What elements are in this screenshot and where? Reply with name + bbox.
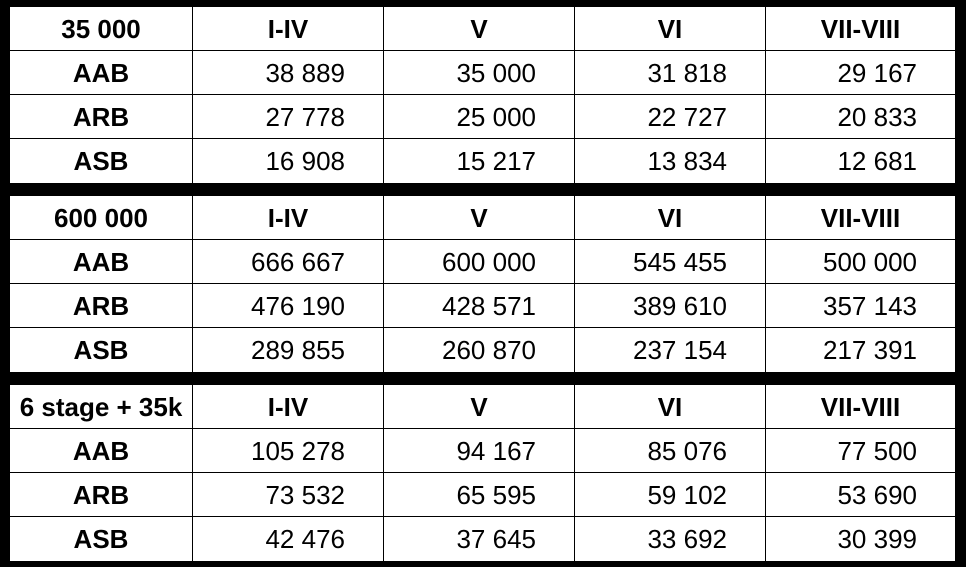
table-cell: 20 833: [766, 95, 955, 139]
column-header: I-IV: [193, 385, 384, 429]
corner-label: 600 000: [10, 196, 193, 240]
row-label: ARB: [10, 95, 193, 139]
table-cell: 105 278: [193, 429, 384, 473]
corner-label: 6 stage + 35k: [10, 385, 193, 429]
table-cell: 38 889: [193, 51, 384, 95]
corner-label: 35 000: [10, 7, 193, 51]
table-cell: 85 076: [575, 429, 766, 473]
table-600000: 600 000 I-IV V VI VII-VIII AAB 666 667 600 000 5…: [10, 196, 955, 372]
row-label: ASB: [10, 328, 193, 372]
column-header: I-IV: [193, 7, 384, 51]
column-header: VII-VIII: [766, 196, 955, 240]
row-label: ARB: [10, 284, 193, 328]
table-cell: 31 818: [575, 51, 766, 95]
column-header: V: [384, 385, 575, 429]
row-label: ASB: [10, 139, 193, 183]
column-header: I-IV: [193, 196, 384, 240]
table-cell: 428 571: [384, 284, 575, 328]
column-header: V: [384, 7, 575, 51]
table-cell: 600 000: [384, 240, 575, 284]
table-cell: 289 855: [193, 328, 384, 372]
column-header: VI: [575, 385, 766, 429]
column-header: VII-VIII: [766, 7, 955, 51]
row-label: ARB: [10, 473, 193, 517]
table-cell: 260 870: [384, 328, 575, 372]
table-cell: 237 154: [575, 328, 766, 372]
table-cell: 22 727: [575, 95, 766, 139]
table-cell: 30 399: [766, 517, 955, 561]
column-header: VI: [575, 196, 766, 240]
table-cell: 500 000: [766, 240, 955, 284]
table-cell: 217 391: [766, 328, 955, 372]
table-cell: 13 834: [575, 139, 766, 183]
table-cell: 94 167: [384, 429, 575, 473]
table-cell: 37 645: [384, 517, 575, 561]
table-cell: 476 190: [193, 284, 384, 328]
table-cell: 77 500: [766, 429, 955, 473]
table-cell: 15 217: [384, 139, 575, 183]
column-header: VII-VIII: [766, 385, 955, 429]
table-cell: 33 692: [575, 517, 766, 561]
table-cell: 73 532: [193, 473, 384, 517]
table-cell: 27 778: [193, 95, 384, 139]
row-label: AAB: [10, 240, 193, 284]
table-cell: 666 667: [193, 240, 384, 284]
table-cell: 545 455: [575, 240, 766, 284]
table-cell: 16 908: [193, 139, 384, 183]
row-label: AAB: [10, 51, 193, 95]
row-label: ASB: [10, 517, 193, 561]
table-cell: 35 000: [384, 51, 575, 95]
table-cell: 357 143: [766, 284, 955, 328]
table-cell: 53 690: [766, 473, 955, 517]
table-35000: 35 000 I-IV V VI VII-VIII AAB 38 889 35 000 31 8…: [10, 7, 955, 183]
column-header: V: [384, 196, 575, 240]
table-cell: 59 102: [575, 473, 766, 517]
table-cell: 25 000: [384, 95, 575, 139]
table-cell: 389 610: [575, 284, 766, 328]
table-cell: 12 681: [766, 139, 955, 183]
table-cell: 65 595: [384, 473, 575, 517]
table-cell: 29 167: [766, 51, 955, 95]
row-label: AAB: [10, 429, 193, 473]
table-6-stage-35k: 6 stage + 35k I-IV V VI VII-VIII AAB 105 278 94…: [10, 385, 955, 561]
column-header: VI: [575, 7, 766, 51]
table-cell: 42 476: [193, 517, 384, 561]
